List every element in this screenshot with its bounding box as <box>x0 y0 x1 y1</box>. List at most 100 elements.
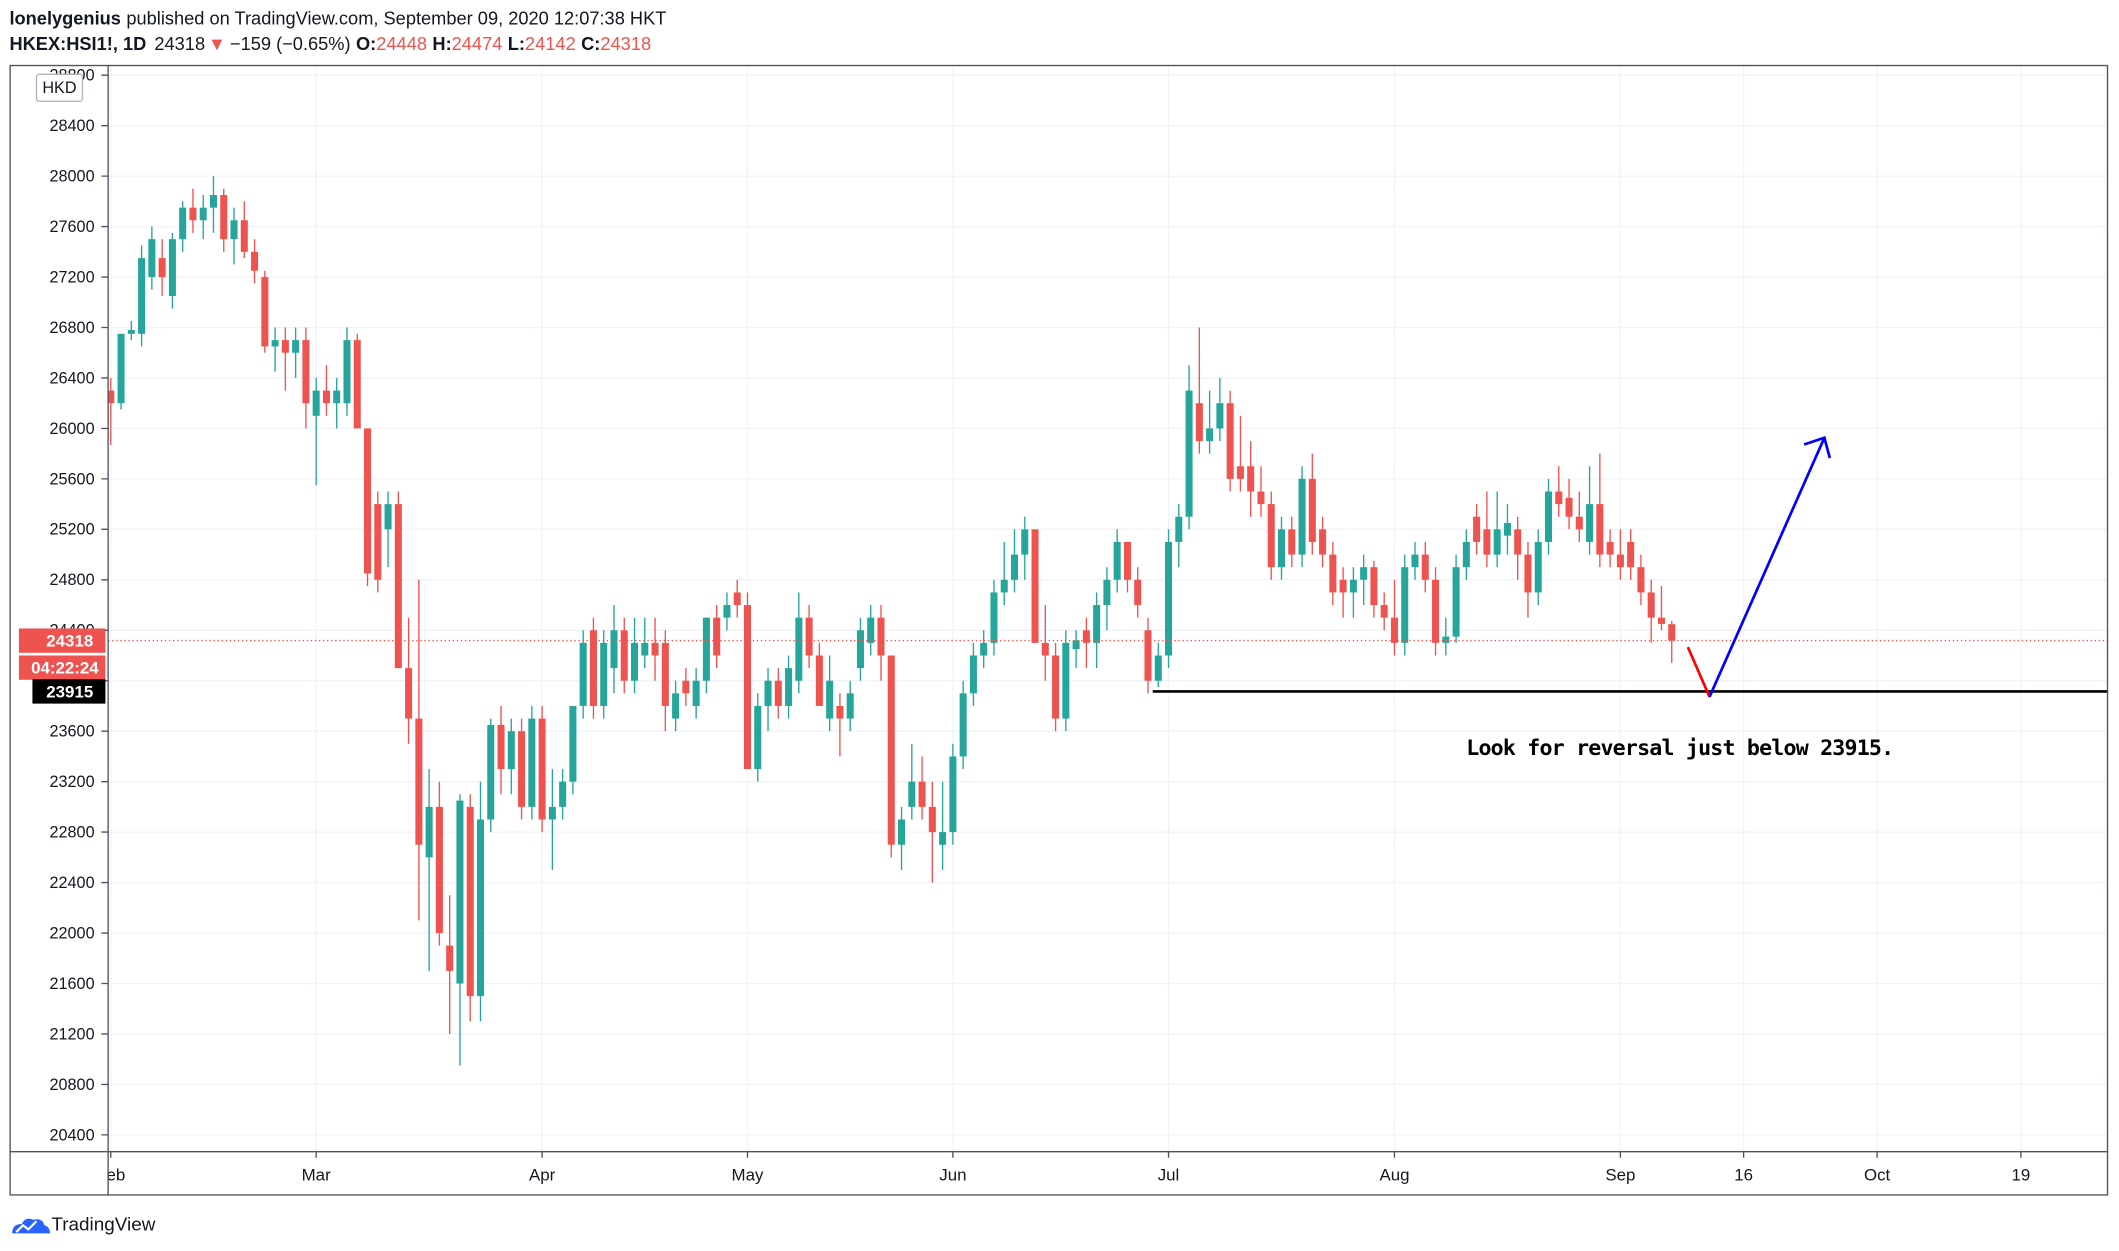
candle-body <box>1421 554 1429 580</box>
candle-body <box>497 724 505 770</box>
level-badge-label: 23915 <box>46 683 93 702</box>
candle-body <box>969 655 977 694</box>
candle-body <box>168 239 176 296</box>
candle-body <box>312 390 320 416</box>
candle-body <box>384 504 392 530</box>
candle-body <box>1565 497 1573 517</box>
candle-body <box>1329 554 1337 593</box>
symbol: HKEX:HSI1!, 1D <box>9 33 146 54</box>
ohlc-label: L: <box>508 33 525 54</box>
candle-body <box>774 680 782 706</box>
candle-body <box>928 806 936 833</box>
candle-body <box>425 806 433 858</box>
candle-body <box>713 617 721 656</box>
candle-body <box>1144 630 1152 681</box>
candle-body <box>446 945 454 971</box>
candle-body <box>1627 541 1635 568</box>
x-tick-label: 19 <box>2012 1166 2031 1185</box>
countdown: 04:22:24 <box>31 659 99 678</box>
down-arrow: ▼ <box>208 33 226 54</box>
candle-body <box>1165 541 1173 656</box>
candle-body <box>548 806 556 820</box>
candle-body <box>1103 579 1111 606</box>
candle-body <box>1010 554 1019 580</box>
y-tick-label: 22000 <box>50 924 95 942</box>
candle-body <box>1452 567 1460 637</box>
candle-body <box>353 340 361 429</box>
y-tick-label: 27200 <box>50 268 95 286</box>
candle-body <box>785 668 793 706</box>
candle-body <box>918 781 926 807</box>
candle-body <box>343 340 351 404</box>
candle-body <box>1534 541 1542 593</box>
candle-body <box>1072 640 1080 650</box>
candle-body <box>1370 567 1378 606</box>
candle-body <box>240 220 248 252</box>
candle-body <box>1647 592 1655 618</box>
x-tick-label: 16 <box>1734 1166 1753 1185</box>
candle-body <box>939 832 947 845</box>
candle-body <box>631 642 639 681</box>
candle-body <box>1195 403 1203 442</box>
candle-body <box>692 680 700 706</box>
candle-body <box>466 806 474 997</box>
ohlc-label: C: <box>581 33 600 54</box>
frame <box>9 64 2109 1196</box>
y-tick-label: 20800 <box>50 1076 95 1094</box>
candle-body <box>1236 466 1244 479</box>
candle-body <box>1555 491 1563 505</box>
candle-body <box>990 592 998 643</box>
candle-body <box>620 630 628 681</box>
candle-body <box>1185 390 1193 517</box>
candle-body <box>220 195 228 240</box>
candle-body <box>579 642 587 706</box>
candle-body <box>805 617 813 656</box>
candle-body <box>1154 655 1162 681</box>
candle-body <box>723 605 731 618</box>
candle-body <box>1267 504 1275 568</box>
candle-body <box>1503 523 1511 536</box>
candle-body <box>1134 579 1142 606</box>
candle-body <box>271 340 279 347</box>
x-tick-label: Jul <box>1158 1166 1180 1185</box>
brand: TradingView <box>51 1215 155 1236</box>
annotation: Look for reversal just below 23915. <box>1466 736 1893 761</box>
candle-body <box>138 258 146 334</box>
candle-body <box>651 642 659 656</box>
candle-body <box>887 655 895 845</box>
candle-body <box>1380 605 1388 618</box>
candle-body <box>1483 529 1491 555</box>
candle-body <box>1062 642 1070 719</box>
x-tick-label: May <box>732 1166 764 1185</box>
published: published on TradingView.com, September … <box>126 7 666 28</box>
candle-body <box>189 207 197 221</box>
candle-body <box>1041 642 1049 656</box>
candle-body <box>302 340 310 404</box>
candle-body <box>743 605 752 770</box>
candle-body <box>1123 541 1131 580</box>
candle-body <box>1226 403 1234 479</box>
candle-body <box>281 340 289 353</box>
x-tick-label: Apr <box>529 1166 556 1185</box>
candle-body <box>764 680 772 706</box>
candle-body <box>251 251 259 271</box>
y-tick-label: 24800 <box>50 571 95 589</box>
open: 24448 <box>376 33 427 54</box>
candle-body <box>1349 579 1357 593</box>
candle-body <box>117 333 125 404</box>
x-tick-label: Aug <box>1379 1166 1409 1185</box>
candle-body <box>1442 636 1450 643</box>
candle-body <box>702 617 710 681</box>
candle-body <box>877 617 885 656</box>
x-tick-label: Mar <box>302 1166 331 1185</box>
candle-body <box>1308 478 1316 542</box>
projection-up <box>1708 437 1826 698</box>
candle-body <box>394 504 402 669</box>
candle-body <box>1319 529 1327 555</box>
x-tick-label: Sep <box>1605 1166 1635 1185</box>
candle-body <box>1575 516 1583 530</box>
candle-body <box>569 705 577 782</box>
ohlc-label: H: <box>432 33 451 54</box>
